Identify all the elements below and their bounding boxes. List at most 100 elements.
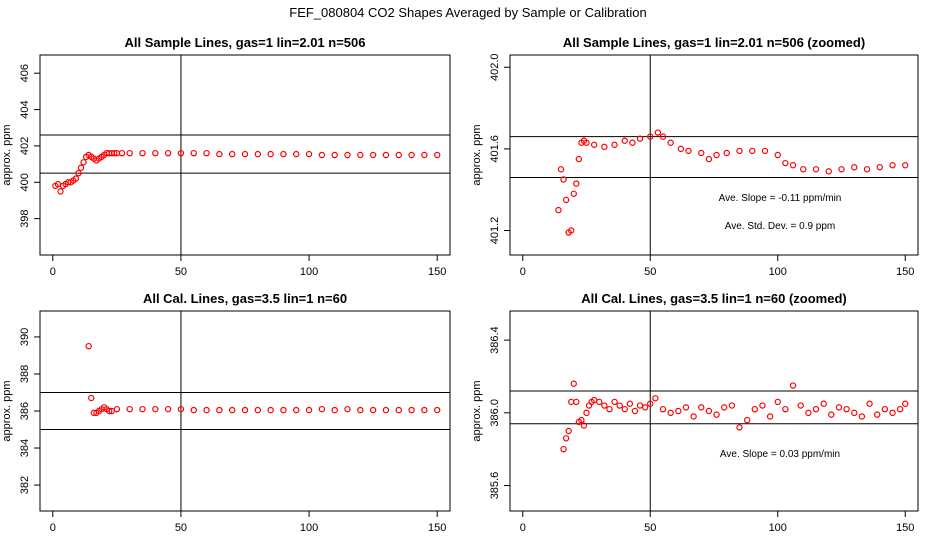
- data-point: [629, 139, 636, 146]
- annotation: Ave. Slope = 0.03 ppm/min: [720, 449, 840, 460]
- panel-title: All Sample Lines, gas=1 lin=2.01 n=506 (…: [563, 35, 865, 50]
- plot-frame: [509, 310, 919, 512]
- panel-title: All Cal. Lines, gas=3.5 lin=1 n=60 (zoom…: [581, 291, 847, 306]
- plot-frame: [509, 54, 919, 256]
- data-point: [88, 394, 95, 402]
- data-point: [177, 405, 185, 413]
- y-tick-label: 400: [19, 173, 31, 191]
- y-tick-label: 386: [19, 402, 31, 420]
- x-tick-label: 100: [769, 522, 787, 534]
- data-point: [812, 166, 820, 173]
- data-point: [583, 139, 590, 146]
- data-point: [280, 150, 287, 158]
- data-point: [113, 405, 121, 413]
- x-tick-label: 50: [175, 522, 187, 534]
- data-point: [728, 402, 736, 409]
- data-point: [570, 190, 577, 197]
- data-point: [611, 141, 618, 148]
- y-tick-label: 382: [19, 476, 31, 494]
- x-tick-label: 100: [300, 266, 318, 278]
- y-axis-label: approx. ppm: [1, 124, 13, 185]
- x-tick-label: 150: [428, 266, 446, 278]
- data-point: [659, 405, 667, 413]
- data-point: [761, 147, 769, 155]
- data-point: [838, 166, 845, 173]
- data-point: [805, 409, 812, 417]
- x-tick-label: 100: [300, 522, 318, 534]
- x-tick-label: 0: [520, 266, 526, 278]
- annotation: Ave. Slope = -0.11 ppm/min: [719, 193, 842, 204]
- data-point: [896, 405, 904, 413]
- data-point: [126, 405, 133, 413]
- data-point: [228, 406, 236, 414]
- data-point: [736, 424, 743, 431]
- data-point: [382, 406, 390, 414]
- data-point: [774, 151, 781, 159]
- data-point: [606, 405, 613, 413]
- data-point: [177, 149, 185, 157]
- data-point: [789, 382, 797, 389]
- y-tick-label: 386.4: [489, 326, 501, 354]
- y-tick-label: 386.0: [489, 399, 501, 427]
- y-axis-label: approx. ppm: [1, 380, 13, 441]
- data-point: [433, 151, 441, 159]
- data-point: [590, 141, 598, 148]
- y-tick-label: 404: [19, 100, 31, 118]
- data-point: [241, 150, 249, 158]
- data-point: [575, 155, 583, 163]
- data-point: [75, 169, 82, 177]
- data-point: [825, 168, 832, 175]
- data-point: [357, 406, 364, 414]
- data-point: [80, 159, 87, 166]
- data-point: [677, 145, 685, 153]
- data-point: [705, 407, 713, 415]
- data-point: [331, 406, 338, 414]
- x-tick-label: 50: [644, 266, 656, 278]
- data-point: [851, 409, 858, 417]
- data-point: [241, 406, 249, 414]
- data-point: [344, 405, 351, 413]
- data-point: [369, 151, 377, 159]
- data-point: [408, 151, 415, 159]
- x-tick-label: 0: [50, 522, 56, 534]
- data-point: [789, 162, 797, 169]
- data-point: [782, 405, 789, 413]
- data-point: [568, 227, 575, 234]
- panel-title: All Cal. Lines, gas=3.5 lin=1 n=60: [143, 291, 347, 306]
- data-point: [698, 149, 705, 157]
- y-tick-label: 401.6: [489, 135, 501, 163]
- data-point: [557, 166, 565, 173]
- data-point: [555, 206, 562, 214]
- y-tick-label: 385.6: [489, 472, 501, 500]
- data-point: [902, 400, 909, 407]
- panel-cal-lines-zoomed: All Cal. Lines, gas=3.5 lin=1 n=60 (zoom…: [471, 291, 919, 534]
- data-point: [611, 398, 618, 406]
- data-point: [736, 147, 743, 155]
- data-point: [902, 162, 909, 169]
- data-point: [828, 411, 835, 418]
- y-tick-label: 388: [19, 365, 31, 383]
- x-tick-label: 50: [175, 266, 187, 278]
- data-point: [667, 409, 674, 417]
- data-point: [723, 149, 730, 157]
- data-point: [858, 413, 866, 420]
- data-point: [698, 404, 705, 411]
- data-point: [164, 405, 172, 413]
- data-point: [203, 149, 210, 157]
- data-point: [682, 404, 690, 411]
- data-point: [621, 137, 628, 144]
- data-point: [152, 405, 159, 413]
- data-point: [616, 402, 623, 409]
- page-title: FEF_080804 CO2 Shapes Averaged by Sample…: [289, 5, 647, 20]
- data-point: [713, 411, 720, 418]
- data-point: [743, 416, 751, 424]
- data-point: [881, 405, 889, 413]
- data-point: [667, 139, 674, 146]
- y-axis-label: approx. ppm: [471, 380, 483, 441]
- y-axis-label: approx. ppm: [471, 124, 483, 185]
- data-point: [578, 416, 585, 424]
- data-point: [433, 406, 441, 414]
- data-point: [820, 400, 827, 407]
- data-point: [293, 150, 300, 158]
